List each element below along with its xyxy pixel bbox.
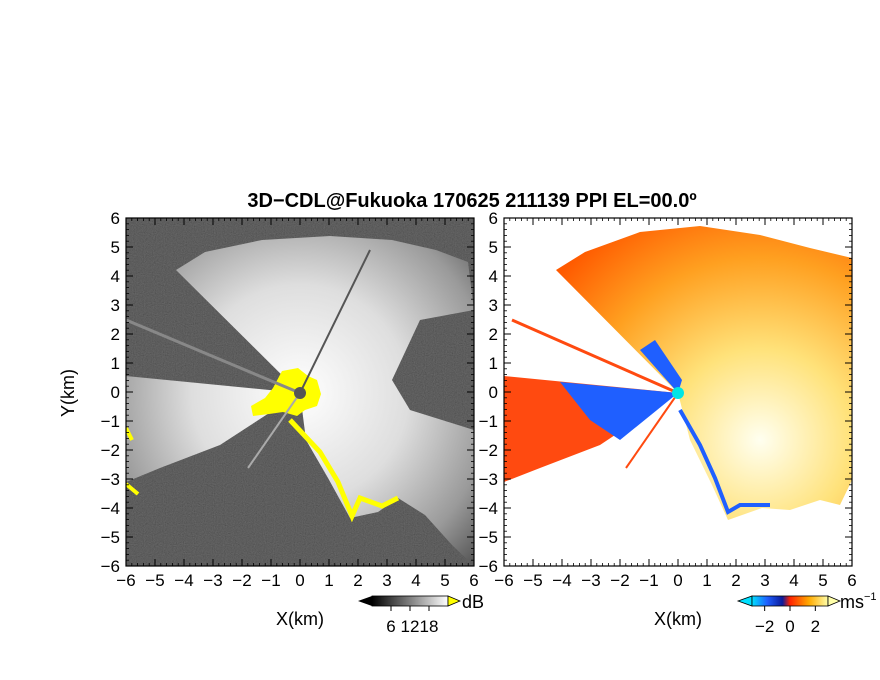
velocity-negative-band — [640, 340, 682, 393]
x-tick-label: 2 — [731, 571, 740, 590]
y-tick-label: 6 — [489, 209, 498, 228]
axes: −6 −5 −4 −3 −2 −1 0 1 2 3 4 5 66543210−1−2−3−4−5−6−6… — [101, 209, 857, 590]
velocity-colorbar-unit-base: ms — [840, 592, 864, 612]
x-tick-label: −2 — [610, 571, 629, 590]
velocity-beam-nw — [511, 318, 679, 395]
y-tick-label: 0 — [111, 383, 120, 402]
velocity-colorbar: −2 0 2 ms−1 — [736, 591, 877, 636]
snr-colorbar-ticks: 6 12 18 — [386, 606, 438, 636]
x-tick-label: 5 — [818, 571, 827, 590]
velocity-west-negative — [560, 382, 678, 440]
colorbar-tick-label: 12 — [401, 617, 420, 636]
y-tick-label: −4 — [101, 499, 120, 518]
x-tick-label: 3 — [382, 571, 391, 590]
y-tick-label: −6 — [101, 557, 120, 576]
snr-beam-sw — [247, 392, 301, 469]
velocity-panel — [504, 218, 852, 566]
colorbar-tick-label: 6 — [386, 617, 395, 636]
x-tick-label: 0 — [295, 571, 304, 590]
x-tick-label: −3 — [203, 571, 222, 590]
snr-beam-ne — [299, 249, 371, 394]
x-tick-label: 4 — [789, 571, 798, 590]
colorbar-tick-label: −2 — [755, 617, 774, 636]
snr-echo-field — [176, 236, 474, 566]
y-tick-label: −3 — [479, 470, 498, 489]
snr-station-marker — [294, 387, 306, 399]
y-tick-label: 4 — [489, 267, 498, 286]
y-tick-label: −4 — [479, 499, 498, 518]
y-tick-label: 1 — [111, 354, 120, 373]
y-tick-label: 1 — [489, 354, 498, 373]
x-tick-label: −5 — [145, 571, 164, 590]
x-tick-label: −6 — [494, 571, 513, 590]
velocity-colorbar-high-arrow — [827, 595, 842, 607]
snr-beam-nw — [126, 318, 301, 395]
y-tick-label: −2 — [479, 441, 498, 460]
snr-yellow-halo — [251, 368, 321, 416]
x-tick-label: −1 — [639, 571, 658, 590]
y-tick-label: 0 — [489, 383, 498, 402]
x-tick-label: 2 — [353, 571, 362, 590]
left-ylabel: Y(km) — [58, 369, 78, 417]
x-tick-label: 6 — [469, 571, 478, 590]
y-tick-label: −5 — [479, 528, 498, 547]
x-tick-label: −4 — [174, 571, 193, 590]
snr-yellow-edge-west — [126, 427, 140, 496]
left-xlabel: X(km) — [276, 609, 324, 629]
velocity-colorbar-unit: ms−1 — [840, 591, 877, 612]
y-tick-label: −5 — [101, 528, 120, 547]
colorbar-tick-label: 18 — [420, 617, 439, 636]
y-tick-label: −6 — [479, 557, 498, 576]
y-tick-label: −1 — [479, 412, 498, 431]
velocity-colorbar-ramp — [751, 595, 829, 607]
y-tick-label: 6 — [111, 209, 120, 228]
colorbar-tick-label: 0 — [785, 617, 794, 636]
velocity-colorbar-unit-sup: −1 — [864, 591, 877, 603]
x-tick-label: −4 — [552, 571, 571, 590]
x-tick-label: 1 — [702, 571, 711, 590]
x-tick-label: 5 — [440, 571, 449, 590]
velocity-beam-sw — [625, 392, 679, 469]
x-tick-label: 6 — [847, 571, 856, 590]
snr-colorbar-low-arrow — [358, 596, 372, 606]
snr-echo-west — [126, 376, 300, 482]
x-tick-label: −6 — [116, 571, 135, 590]
snr-colorbar: 6 12 18 dB — [358, 592, 484, 636]
chart-title: 3D−CDL@Fukuoka 170625 211139 PPI EL=00.0… — [247, 190, 696, 212]
y-tick-label: 5 — [489, 238, 498, 257]
snr-panel — [126, 218, 474, 566]
velocity-edge-negative — [678, 409, 770, 515]
colorbar-tick-label: 2 — [811, 617, 820, 636]
snr-colorbar-unit: dB — [462, 592, 484, 612]
y-tick-label: 3 — [111, 296, 120, 315]
y-tick-label: 5 — [111, 238, 120, 257]
x-tick-label: 3 — [760, 571, 769, 590]
right-xlabel: X(km) — [654, 609, 702, 629]
x-tick-label: 0 — [673, 571, 682, 590]
x-tick-label: −3 — [581, 571, 600, 590]
y-tick-label: 2 — [489, 325, 498, 344]
velocity-colorbar-low-arrow — [736, 595, 753, 607]
velocity-station-marker — [672, 387, 684, 399]
velocity-positive-field — [556, 226, 852, 520]
y-tick-label: −3 — [101, 470, 120, 489]
y-tick-label: −2 — [101, 441, 120, 460]
velocity-colorbar-ticks: −2 0 2 — [755, 606, 820, 636]
snr-colorbar-ramp — [371, 595, 449, 607]
x-tick-label: −2 — [232, 571, 251, 590]
snr-yellow-edge — [288, 418, 400, 523]
y-tick-label: 2 — [111, 325, 120, 344]
x-tick-label: 1 — [324, 571, 333, 590]
y-tick-label: 4 — [111, 267, 120, 286]
snr-colorbar-high-arrow — [447, 595, 462, 607]
x-tick-label: −1 — [261, 571, 280, 590]
x-tick-label: −5 — [523, 571, 542, 590]
y-tick-label: 3 — [489, 296, 498, 315]
y-tick-label: −1 — [101, 412, 120, 431]
x-tick-label: 4 — [411, 571, 420, 590]
